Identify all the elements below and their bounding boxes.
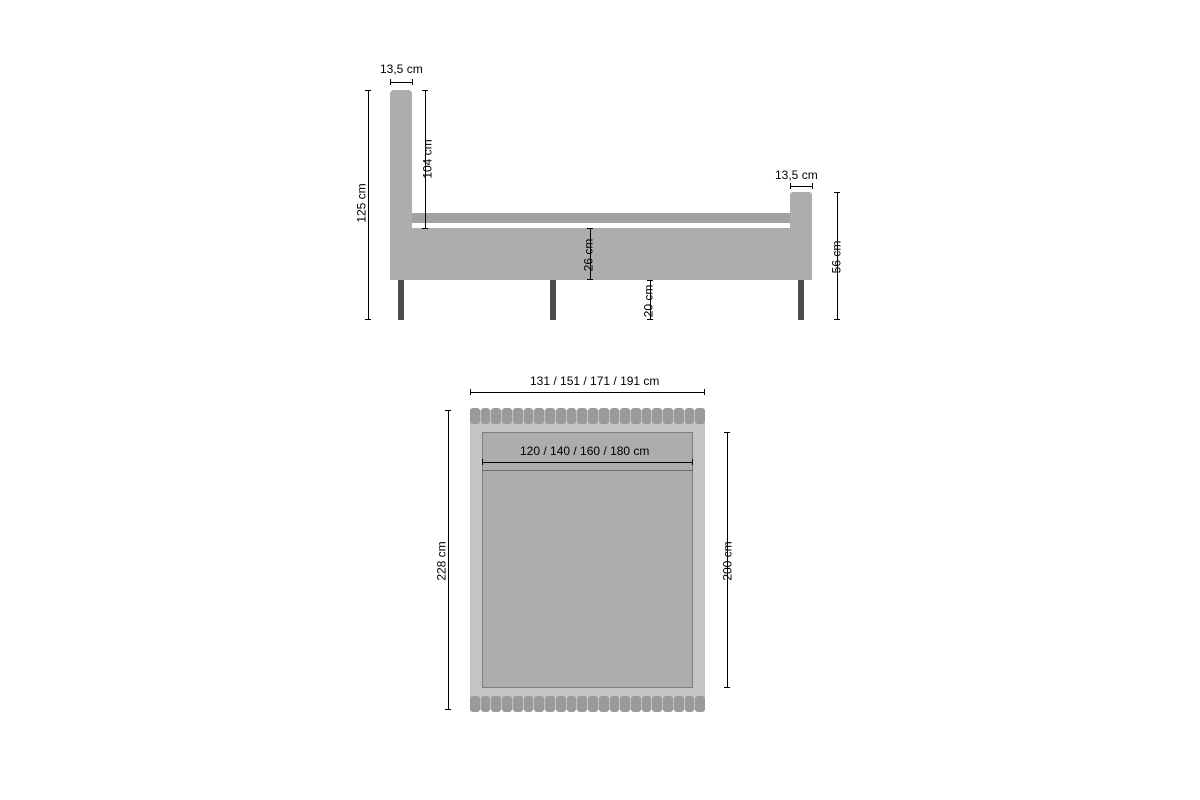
dim-tick [647, 280, 653, 281]
rail-main-shape [412, 228, 790, 280]
dim-tick [470, 389, 471, 395]
dim-outer-width: 131 / 151 / 171 / 191 cm [530, 374, 659, 388]
dim-overall-height: 125 cm [355, 183, 369, 222]
dim-tick [724, 687, 730, 688]
dim-line [790, 186, 812, 187]
dim-tick [790, 183, 791, 189]
dim-tick [692, 459, 693, 465]
dim-headboard-thickness: 13,5 cm [380, 62, 423, 76]
dim-rail-height: 26 cm [581, 239, 595, 272]
dim-tick [445, 709, 451, 710]
dim-tick [365, 319, 371, 320]
dim-outer-length: 228 cm [435, 541, 449, 580]
leg-shape [550, 280, 556, 320]
dim-tick [445, 410, 451, 411]
footboard-flutes [470, 696, 705, 712]
dim-inner-width: 120 / 140 / 160 / 180 cm [520, 444, 649, 458]
leg-shape [798, 280, 804, 320]
dim-footboard-height: 56 cm [829, 241, 843, 274]
dim-line [482, 462, 693, 463]
dim-tick [365, 90, 371, 91]
dim-line [390, 82, 412, 83]
inner-mark-line [482, 470, 693, 471]
dim-tick [390, 79, 391, 85]
dim-tick [704, 389, 705, 395]
dim-headboard-above-rail: 104 cm [421, 139, 435, 178]
dim-leg-height: 20 cm [641, 285, 655, 318]
dim-tick [422, 228, 428, 229]
footboard-shape [790, 192, 812, 280]
dim-tick [587, 228, 593, 229]
dim-tick [587, 279, 593, 280]
rail-top-shape [412, 213, 790, 223]
side-view-drawing: 13,5 cm 13,5 cm 125 cm 104 cm 26 cm 20 c… [350, 60, 850, 320]
dim-tick [647, 319, 653, 320]
leg-shape [398, 280, 404, 320]
dim-inner-length: 200 cm [721, 541, 735, 580]
dim-tick [834, 192, 840, 193]
dim-tick [412, 79, 413, 85]
dim-tick [482, 459, 483, 465]
headboard-shape [390, 90, 412, 280]
dim-line [470, 392, 705, 393]
dim-tick [812, 183, 813, 189]
dim-tick [724, 432, 730, 433]
dim-tick [422, 90, 428, 91]
top-view-drawing: 131 / 151 / 171 / 191 cm 120 / 140 / 160… [420, 370, 760, 750]
dim-tick [834, 319, 840, 320]
headboard-flutes [470, 408, 705, 424]
dim-footboard-thickness: 13,5 cm [775, 168, 818, 182]
